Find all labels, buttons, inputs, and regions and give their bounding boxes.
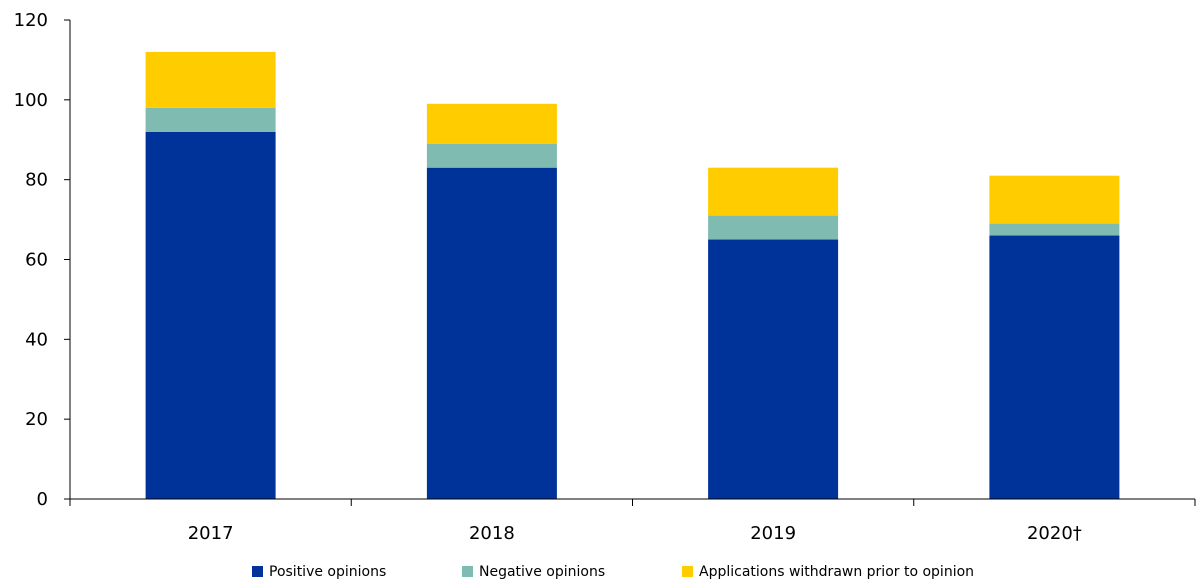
bar-segment-3-3 bbox=[708, 167, 839, 216]
legend-label-1: Positive opinions bbox=[269, 564, 386, 580]
bar-segment-3-4 bbox=[989, 175, 1120, 224]
x-tick-label: 2018 bbox=[469, 523, 515, 544]
legend: Positive opinions Negative opinions Applic… bbox=[252, 564, 974, 580]
x-tick-label: 2019 bbox=[750, 523, 796, 544]
y-tick-label: 40 bbox=[25, 329, 48, 350]
legend-label-3: Applications withdrawn prior to opinion bbox=[699, 564, 974, 580]
y-tick-label: 0 bbox=[37, 489, 48, 510]
bar-segment-2-1 bbox=[145, 107, 276, 132]
bar-segment-1-4 bbox=[989, 235, 1120, 499]
legend-swatch-1 bbox=[252, 566, 263, 577]
y-tick-label: 20 bbox=[25, 409, 48, 430]
bar-segment-1-1 bbox=[145, 131, 276, 500]
plot-area: 0 20 40 60 80 100 120 2017 2018 2019 2020† bbox=[14, 10, 1196, 544]
y-tick-label: 100 bbox=[14, 90, 48, 111]
bar-segment-2-4 bbox=[989, 223, 1120, 236]
x-tick-label: 2017 bbox=[188, 523, 234, 544]
bar-segment-1-3 bbox=[708, 239, 839, 499]
legend-label-2: Negative opinions bbox=[479, 564, 605, 580]
y-tick-label: 60 bbox=[25, 250, 48, 271]
y-tick-label: 80 bbox=[25, 170, 48, 191]
bar-segment-3-2 bbox=[426, 103, 557, 144]
legend-swatch-2 bbox=[462, 566, 473, 577]
bar-segment-2-3 bbox=[708, 215, 839, 240]
legend-swatch-3 bbox=[682, 566, 693, 577]
x-tick-label: 2020† bbox=[1027, 523, 1082, 544]
y-tick-label: 120 bbox=[14, 10, 48, 31]
bar-segment-1-2 bbox=[426, 167, 557, 499]
bar-segment-3-1 bbox=[145, 51, 276, 108]
bar-segment-2-2 bbox=[426, 143, 557, 168]
